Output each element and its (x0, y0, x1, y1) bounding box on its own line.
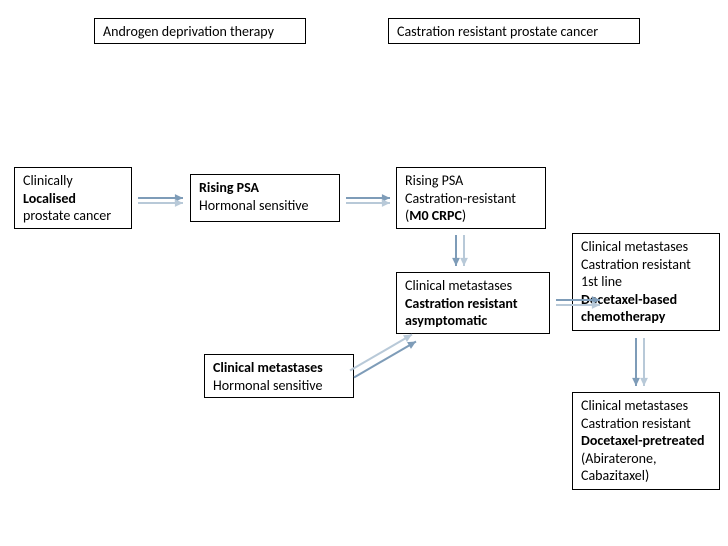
node-m0-crpc: Rising PSACastration-resistant(M0 CRPC) (396, 167, 546, 229)
node-docetaxel-based: Clinical metastasesCastration resistant1… (572, 233, 720, 331)
header-right: Castration resistant prostate cancer (388, 18, 640, 44)
node-asymptomatic: Clinical metastasesCastration resistanta… (396, 272, 550, 334)
node-rising-psa-hormonal: Rising PSAHormonal sensitive (190, 174, 340, 222)
header-left: Androgen deprivation therapy (94, 18, 306, 44)
node-docetaxel-pretreated: Clinical metastasesCastration resistantD… (572, 392, 720, 490)
node-metastases-hormonal: Clinical metastasesHormonal sensitive (204, 354, 354, 398)
node-localised: ClinicallyLocalisedprostate cancer (14, 167, 132, 229)
